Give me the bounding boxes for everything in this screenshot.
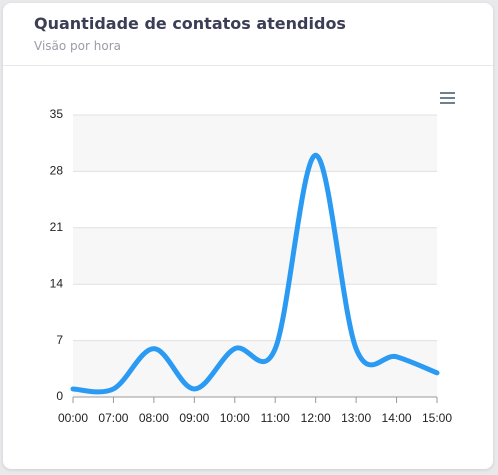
grid-band	[73, 115, 437, 172]
x-tick-label: 15:00	[422, 411, 452, 425]
x-tick-label: 11:00	[261, 411, 290, 425]
y-tick-label: 28	[50, 164, 64, 178]
x-tick-label: 00:00	[58, 411, 88, 425]
x-tick-label: 13:00	[341, 411, 371, 425]
y-tick-label: 7	[56, 333, 63, 347]
y-tick-label: 0	[56, 389, 63, 403]
line-series	[70, 152, 440, 395]
grid-band	[73, 227, 437, 285]
card-header: Quantidade de contatos atendidos Visão p…	[3, 3, 493, 66]
x-tick-label: 14:00	[382, 411, 412, 425]
y-tick-label: 21	[50, 220, 64, 234]
x-tick-label: 09:00	[179, 411, 209, 425]
y-tick-label: 35	[50, 107, 64, 121]
y-tick-label: 14	[50, 276, 64, 290]
x-tick-label: 10:00	[220, 411, 250, 425]
chart-subtitle: Visão por hora	[34, 39, 121, 53]
grid-band	[73, 340, 437, 397]
x-tick-label: 12:00	[301, 411, 331, 425]
x-tick-label: 07:00	[98, 411, 128, 425]
x-tick-label: 08:00	[139, 411, 169, 425]
menu-icon[interactable]	[440, 92, 455, 104]
chart-title: Quantidade de contatos atendidos	[34, 14, 346, 33]
